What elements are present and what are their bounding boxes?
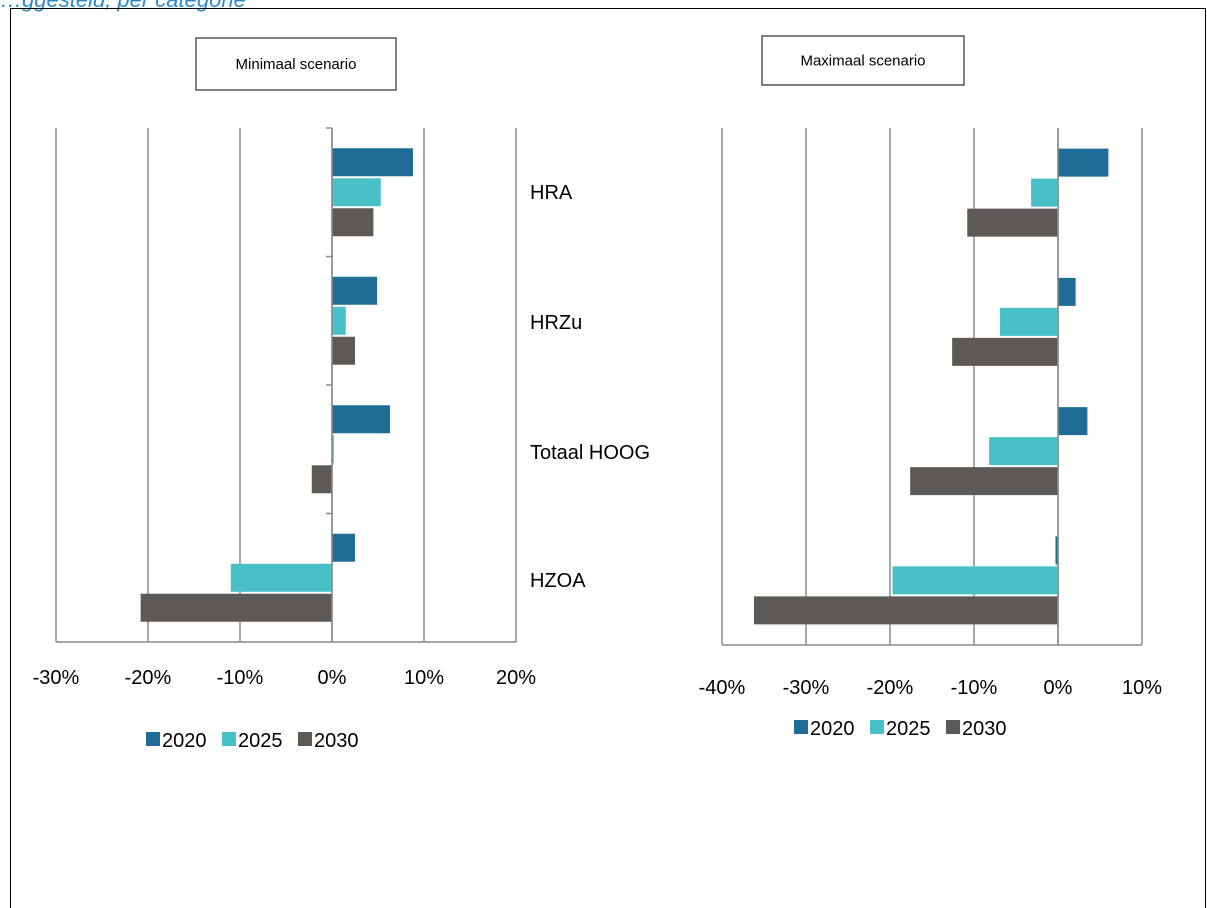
- legend-label-2020: 2020: [810, 718, 855, 740]
- x-tick-label: -40%: [699, 677, 746, 699]
- legend-label-2025: 2025: [886, 718, 931, 740]
- bar-hrzu-2025: [332, 306, 346, 335]
- bar-hzoa-2025: [230, 563, 332, 592]
- category-label-totaal-hoog: Totaal HOOG: [530, 442, 650, 464]
- legend-swatch-2020: [794, 720, 808, 734]
- bar-hrzu-2020: [332, 276, 378, 305]
- bar-hrzu-2020: [1058, 277, 1076, 306]
- bar-hrzu-2030: [952, 337, 1058, 366]
- legend-label-2020: 2020: [162, 730, 207, 752]
- legend-swatch-2020: [146, 732, 160, 746]
- category-label-hzoa: HZOA: [530, 570, 586, 592]
- chart-title: Maximaal scenario: [800, 53, 925, 70]
- bar-hrzu-2025: [1000, 307, 1058, 336]
- chart-title-box: [761, 35, 965, 86]
- legend-swatch-2030: [298, 732, 312, 746]
- figure-caption: …ggesteld, per categorie: [0, 0, 246, 13]
- legend-swatch-2025: [222, 732, 236, 746]
- bar-hzoa-2020: [1055, 536, 1058, 565]
- legend-label-2030: 2030: [962, 718, 1007, 740]
- chart-maximaal-scenario: -40% -30% -20% -10% 0% 10% Maximaal scenario 20…: [699, 35, 1162, 740]
- x-tick-label: 0%: [1044, 677, 1073, 699]
- bar-hra-2025: [332, 178, 381, 207]
- bar-hzoa-2020: [332, 533, 355, 562]
- x-tick-label: -20%: [125, 667, 172, 689]
- legend-label-2025: 2025: [238, 730, 283, 752]
- bar-hzoa-2030: [753, 596, 1058, 625]
- legend-swatch-2025: [870, 720, 884, 734]
- bar-hzoa-2025: [892, 566, 1058, 595]
- chart-title: Minimaal scenario: [236, 56, 357, 73]
- x-tick-label: -20%: [867, 677, 914, 699]
- bar-totaal-hoog-2025: [332, 435, 334, 464]
- x-tick-label: 0%: [318, 667, 347, 689]
- x-tick-label: -10%: [951, 677, 998, 699]
- x-tick-label: 10%: [404, 667, 444, 689]
- bar-hra-2020: [332, 148, 413, 177]
- x-tick-label: -30%: [33, 667, 80, 689]
- bar-hrzu-2030: [332, 336, 355, 365]
- x-tick-label: -10%: [217, 667, 264, 689]
- x-tick-label: -30%: [783, 677, 830, 699]
- bar-totaal-hoog-2020: [1058, 407, 1088, 436]
- bar-hra-2030: [967, 208, 1058, 237]
- figure-frame: [10, 8, 1206, 908]
- chart-title-box: [195, 37, 397, 91]
- bar-hra-2030: [332, 208, 374, 237]
- chart-minimaal-scenario: -30% -20% -10% 0% 10% 20% HRA HRZu Totaal HOOG HZ…: [33, 37, 650, 752]
- category-label-hra: HRA: [530, 182, 573, 204]
- bar-totaal-hoog-2025: [989, 437, 1058, 466]
- x-tick-label: 10%: [1122, 677, 1162, 699]
- bar-hra-2025: [1031, 178, 1058, 207]
- bar-hzoa-2030: [140, 593, 332, 622]
- bar-totaal-hoog-2030: [311, 465, 332, 494]
- bar-hra-2020: [1058, 148, 1109, 177]
- category-label-hrzu: HRZu: [530, 312, 582, 334]
- bar-totaal-hoog-2020: [332, 405, 390, 434]
- legend-label-2030: 2030: [314, 730, 359, 752]
- legend-swatch-2030: [946, 720, 960, 734]
- x-tick-label: 20%: [496, 667, 536, 689]
- bar-totaal-hoog-2030: [910, 467, 1058, 496]
